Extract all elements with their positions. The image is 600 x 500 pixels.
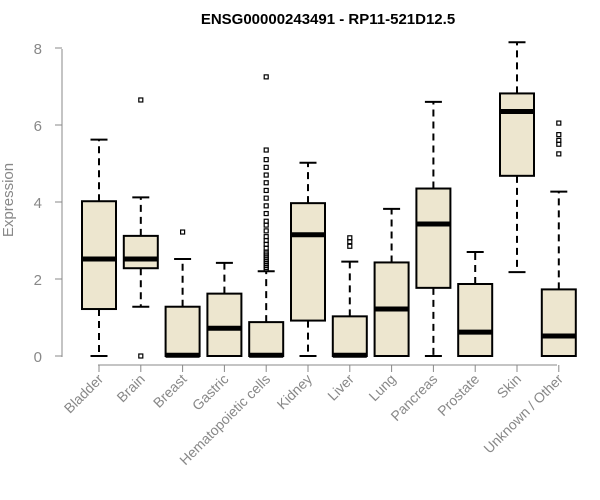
outlier-point <box>263 228 269 234</box>
iqr-box <box>206 292 243 358</box>
y-tick-label: 0 <box>34 349 42 366</box>
box-gastric <box>206 261 243 358</box>
outlier-point <box>556 151 562 157</box>
x-tick-label-lung: Lung <box>365 371 398 404</box>
box-bladder <box>81 138 117 357</box>
box-series <box>81 41 577 359</box>
y-tick-label: 4 <box>34 195 42 212</box>
outlier-point <box>138 97 144 103</box>
box-hematopoietic-cells <box>248 74 285 358</box>
outlier-point <box>263 234 269 240</box>
box-kidney <box>290 161 326 357</box>
iqr-box <box>164 305 201 357</box>
outlier-point <box>180 229 186 235</box>
outlier-point <box>556 132 562 138</box>
outlier-point <box>263 172 269 178</box>
iqr-box <box>290 202 326 322</box>
iqr-box <box>457 283 494 358</box>
iqr-box <box>122 234 159 270</box>
outlier-point <box>556 120 562 126</box>
box-liver <box>331 235 368 358</box>
x-tick-label-breast: Breast <box>150 371 190 411</box>
y-tick-label: 2 <box>34 272 42 289</box>
outlier-point <box>263 195 269 201</box>
outlier-point <box>263 210 269 217</box>
x-tick-label-prostate: Prostate <box>434 371 482 419</box>
box-unknown-other <box>540 120 577 357</box>
outlier-point <box>263 147 269 153</box>
x-tick-label-skin: Skin <box>494 371 525 402</box>
box-brain <box>122 97 159 359</box>
iqr-box <box>331 315 368 357</box>
box-lung <box>373 207 410 358</box>
x-tick-label-liver: Liver <box>324 371 357 404</box>
box-skin <box>499 41 535 274</box>
outlier-point <box>347 235 353 241</box>
outlier-point <box>263 164 269 170</box>
y-tick-label: 8 <box>34 41 42 58</box>
outlier-point <box>263 218 269 224</box>
y-axis-ticks: 0 2 4 6 8 <box>34 41 62 366</box>
outlier-point <box>263 180 269 186</box>
iqr-box <box>81 200 117 311</box>
y-axis-label: Expression <box>0 163 17 237</box>
x-tick-label-kidney: Kidney <box>274 371 316 413</box>
box-pancreas <box>415 100 452 357</box>
box-prostate <box>457 251 494 358</box>
outlier-point <box>556 137 562 143</box>
chart-title: ENSG00000243491 - RP11-521D12.5 <box>201 11 455 28</box>
x-tick-label-brain: Brain <box>113 371 147 405</box>
outlier-point <box>263 74 269 80</box>
x-tick-label-unknown-other: Unknown / Other <box>480 371 566 457</box>
outlier-point <box>138 353 144 359</box>
iqr-box <box>248 321 285 357</box>
iqr-box <box>499 92 535 177</box>
x-tick-label-bladder: Bladder <box>61 371 107 417</box>
outlier-point <box>263 187 269 194</box>
iqr-box <box>540 288 577 357</box>
outlier-point <box>263 157 269 163</box>
outlier-point <box>347 243 353 249</box>
box-breast <box>164 229 201 358</box>
y-tick-label: 6 <box>34 118 42 135</box>
outlier-point <box>263 203 269 209</box>
iqr-box <box>415 187 452 289</box>
